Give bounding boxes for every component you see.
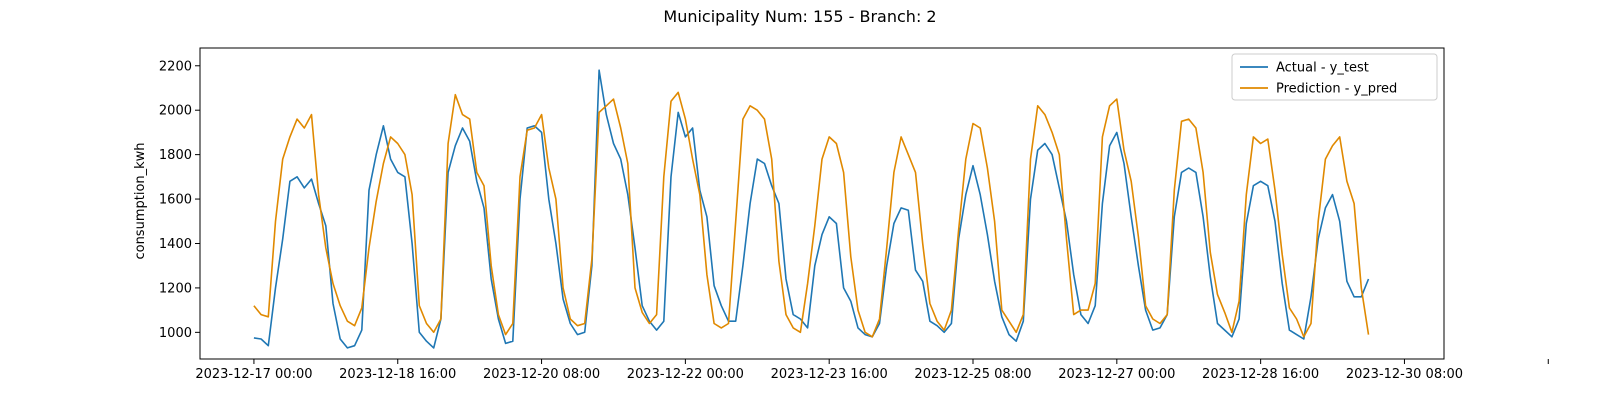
- y-tick-label: 1000: [159, 326, 192, 341]
- y-axis-label: consumption_kwh: [133, 142, 148, 259]
- y-tick-label: 1800: [159, 148, 192, 163]
- legend-label-actual: Actual - y_test: [1276, 61, 1369, 76]
- plot-frame: [199, 47, 1445, 360]
- legend: Actual - y_test Prediction - y_pred: [1231, 53, 1438, 101]
- x-tick-label: 2023-12-25 08:00: [914, 367, 1031, 382]
- y-tick-label: 1600: [159, 193, 192, 208]
- x-tick-label: 2023-12-23 16:00: [771, 367, 888, 382]
- y-tick-label: 2200: [159, 59, 192, 74]
- y-tick-label: 1400: [159, 237, 192, 252]
- y-tick-label: 1200: [159, 281, 192, 296]
- y-tick-label: 2000: [159, 104, 192, 119]
- x-axis: 2023-12-17 00:00 2023-12-18 16:00 2023-12-…: [195, 359, 1549, 382]
- legend-box: [1231, 53, 1438, 101]
- legend-label-prediction: Prediction - y_pred: [1276, 82, 1397, 97]
- x-tick-label: 2023-12-30 08:00: [1346, 367, 1463, 382]
- x-tick-label: 2023-12-28 16:00: [1202, 367, 1319, 382]
- x-tick-label: 2023-12-18 16:00: [339, 367, 456, 382]
- y-axis: 1000 1200 1400 1600 1800 2000 2200: [159, 59, 200, 341]
- series-line-prediction: [253, 91, 1370, 338]
- x-tick-label: 2023-12-20 08:00: [483, 367, 600, 382]
- x-tick-label: 2023-12-22 00:00: [627, 367, 744, 382]
- x-tick-label: 2023-12-27 00:00: [1058, 367, 1175, 382]
- x-tick-label: 2023-12-17 00:00: [195, 367, 312, 382]
- chart-title: Municipality Num: 155 - Branch: 2: [663, 7, 936, 26]
- series-line-actual: [253, 69, 1370, 349]
- series-layer: [253, 69, 1370, 349]
